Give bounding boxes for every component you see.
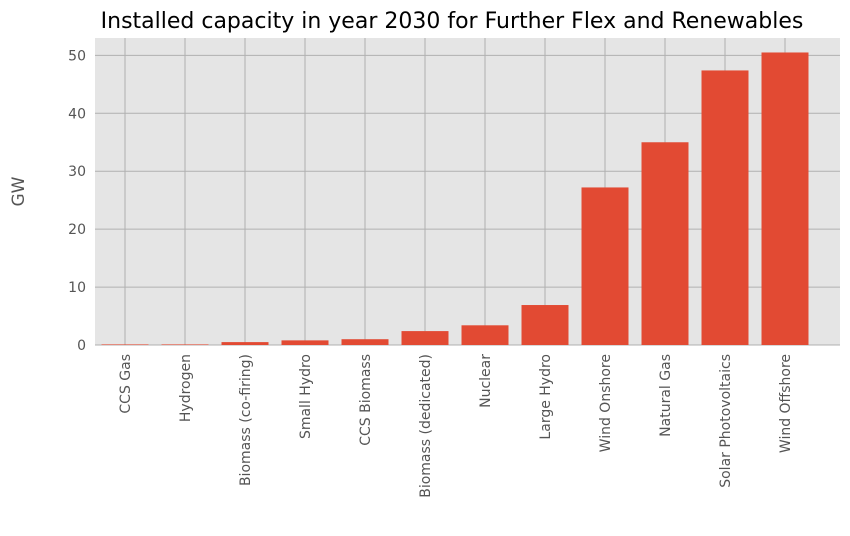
bar — [701, 70, 749, 345]
x-tick-label: CCS Biomass — [358, 354, 374, 446]
y-axis-label: GW — [9, 176, 29, 206]
x-tick-label: Biomass (co-firing) — [238, 354, 254, 486]
x-tick-label: Small Hydro — [298, 354, 314, 439]
bar — [521, 305, 569, 345]
bar — [341, 339, 389, 345]
bar — [761, 52, 809, 345]
bars — [101, 52, 809, 345]
bar — [641, 142, 689, 345]
x-tick-label: Biomass (dedicated) — [418, 354, 434, 498]
bar — [281, 340, 329, 345]
x-tick-label: CCS Gas — [118, 354, 134, 414]
y-tick-label: 20 — [68, 222, 86, 238]
x-tick-label: Large Hydro — [538, 354, 554, 440]
x-tick-label: Solar Photovoltaics — [718, 354, 734, 488]
bar — [581, 187, 629, 345]
y-tick-labels: 0 10 20 30 40 50 — [68, 48, 86, 354]
x-tick-label: Wind Offshore — [778, 354, 794, 453]
y-tick-label: 40 — [68, 106, 86, 122]
x-tick-label: Wind Onshore — [598, 354, 614, 452]
bar — [401, 331, 449, 345]
y-tick-label: 50 — [68, 48, 86, 64]
x-tick-labels: CCS Gas Hydrogen Biomass (co-firing) Small … — [118, 354, 794, 498]
y-tick-label: 30 — [68, 164, 86, 180]
bar — [161, 344, 209, 345]
bar — [101, 344, 149, 345]
x-tick-label: Hydrogen — [178, 354, 194, 422]
x-tick-label: Nuclear — [478, 354, 494, 408]
bar — [221, 342, 269, 345]
bar — [461, 325, 509, 345]
y-tick-label: 0 — [77, 338, 86, 354]
y-tick-label: 10 — [68, 280, 86, 296]
x-tick-label: Natural Gas — [658, 354, 674, 437]
chart-title: Installed capacity in year 2030 for Furt… — [101, 9, 804, 34]
